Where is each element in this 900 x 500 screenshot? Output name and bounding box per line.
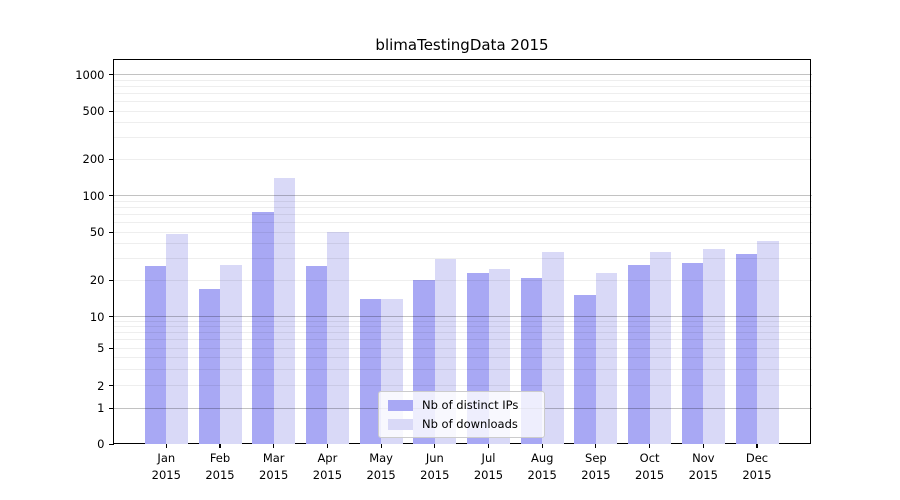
bar-distinct-ips-oct (628, 264, 650, 445)
x-axis-tick (273, 444, 275, 449)
x-axis-tick (595, 444, 597, 449)
bar-downloads-jan (166, 234, 188, 445)
month-label: Oct (639, 451, 660, 466)
year-label: 2015 (205, 467, 235, 482)
month-label: Apr (317, 451, 338, 466)
x-axis-tick (649, 444, 651, 449)
y-axis-tick-label: 1000 (75, 67, 105, 82)
year-label: 2015 (366, 467, 396, 482)
x-axis-tick-label-sep: Sep 2015 (568, 450, 624, 483)
x-axis-tick (326, 444, 328, 449)
x-axis-tick-label-aug: Aug 2015 (514, 450, 570, 483)
year-label: 2015 (473, 467, 504, 482)
y-axis-tick-label: 0 (97, 437, 105, 452)
month-label: May (369, 451, 393, 466)
y-axis-tick-label: 50 (89, 225, 105, 240)
y-axis-tick (108, 385, 114, 387)
x-axis-tick-label-nov: Nov 2015 (675, 450, 731, 483)
bar-distinct-ips-dec (735, 253, 757, 445)
chart-title: blimaTestingData 2015 (375, 36, 549, 54)
legend-row: Nb of distinct IPs (388, 399, 535, 411)
y-axis-tick (108, 195, 114, 197)
bar-downloads-mar (273, 178, 296, 445)
x-axis-tick-label-jan: Jan 2015 (138, 450, 194, 483)
year-label: 2015 (259, 467, 289, 482)
month-label: Nov (692, 451, 715, 466)
x-axis-tick (487, 444, 490, 449)
bar-downloads-nov (703, 249, 725, 445)
x-axis-tick-label-jul: Jul 2015 (461, 450, 517, 483)
month-label: Feb (209, 451, 231, 466)
y-axis-tick (108, 231, 114, 233)
bar-distinct-ips-feb (198, 288, 220, 445)
x-axis-tick (219, 444, 221, 449)
bar-distinct-ips-jan (144, 266, 167, 445)
legend-swatch-icon (388, 399, 413, 411)
y-axis-tick (108, 407, 114, 409)
y-axis-tick-label: 5 (97, 341, 105, 356)
month-label: Dec (745, 451, 769, 466)
bar-downloads-dec (757, 241, 779, 445)
bar-distinct-ips-may (359, 299, 382, 445)
y-axis-tick (108, 347, 114, 349)
legend-row: Nb of downloads (388, 418, 535, 430)
y-axis-tick-label: 100 (82, 188, 105, 203)
bar-distinct-ips-apr (305, 266, 328, 445)
y-axis-tick-label: 500 (82, 104, 105, 119)
x-axis-tick (541, 444, 543, 449)
month-label: Aug (530, 451, 554, 466)
bar-downloads-feb (220, 264, 242, 445)
year-label: 2015 (688, 467, 718, 482)
y-axis-tick (108, 279, 114, 281)
bar-downloads-aug (542, 252, 564, 445)
x-axis-tick (380, 444, 382, 449)
x-axis-tick (702, 444, 704, 449)
x-axis-tick-label-oct: Oct 2015 (622, 450, 678, 483)
y-axis-tick-label: 2 (97, 378, 105, 393)
year-label: 2015 (634, 467, 665, 482)
y-axis-tick (108, 110, 114, 112)
y-axis-tick (108, 443, 114, 445)
bar-downloads-oct (649, 252, 672, 445)
y-axis-tick-label: 1 (97, 401, 105, 416)
month-label: Mar (262, 451, 285, 466)
x-axis-tick (165, 444, 167, 449)
year-label: 2015 (527, 467, 557, 482)
x-axis-tick-label-jun: Jun 2015 (407, 450, 463, 483)
bar-distinct-ips-mar (252, 212, 274, 445)
bar-downloads-sep (595, 272, 618, 445)
year-label: 2015 (151, 467, 181, 482)
y-axis-tick-label: 20 (89, 273, 105, 288)
legend-swatch-icon (388, 418, 413, 430)
month-label: Jun (425, 451, 444, 466)
x-axis-tick (434, 444, 436, 449)
year-label: 2015 (312, 467, 343, 482)
year-label: 2015 (742, 467, 772, 482)
x-axis-tick-label-apr: Apr 2015 (299, 450, 355, 483)
legend-label: Nb of downloads (422, 417, 518, 431)
x-axis-tick-label-may: May 2015 (353, 450, 409, 483)
y-axis-tick-label: 200 (82, 152, 105, 167)
bar-downloads-apr (327, 232, 349, 445)
bar-distinct-ips-sep (574, 295, 596, 445)
legend: Nb of distinct IPs Nb of downloads (378, 391, 545, 438)
year-label: 2015 (420, 467, 450, 482)
y-axis-tick (108, 316, 114, 318)
x-axis-tick (756, 444, 758, 449)
month-label: Jan (157, 451, 176, 466)
x-axis-tick-label-dec: Dec 2015 (729, 450, 785, 483)
y-axis-tick (108, 158, 114, 160)
x-axis-tick-label-mar: Mar 2015 (246, 450, 302, 483)
legend-label: Nb of distinct IPs (422, 398, 519, 412)
bar-distinct-ips-nov (681, 262, 704, 445)
y-axis-tick-label: 10 (89, 309, 105, 324)
y-axis-tick (108, 74, 114, 76)
x-axis-tick-label-feb: Feb 2015 (192, 450, 248, 483)
year-label: 2015 (581, 467, 611, 482)
month-label: Sep (585, 451, 607, 466)
month-label: Jul (481, 451, 496, 466)
